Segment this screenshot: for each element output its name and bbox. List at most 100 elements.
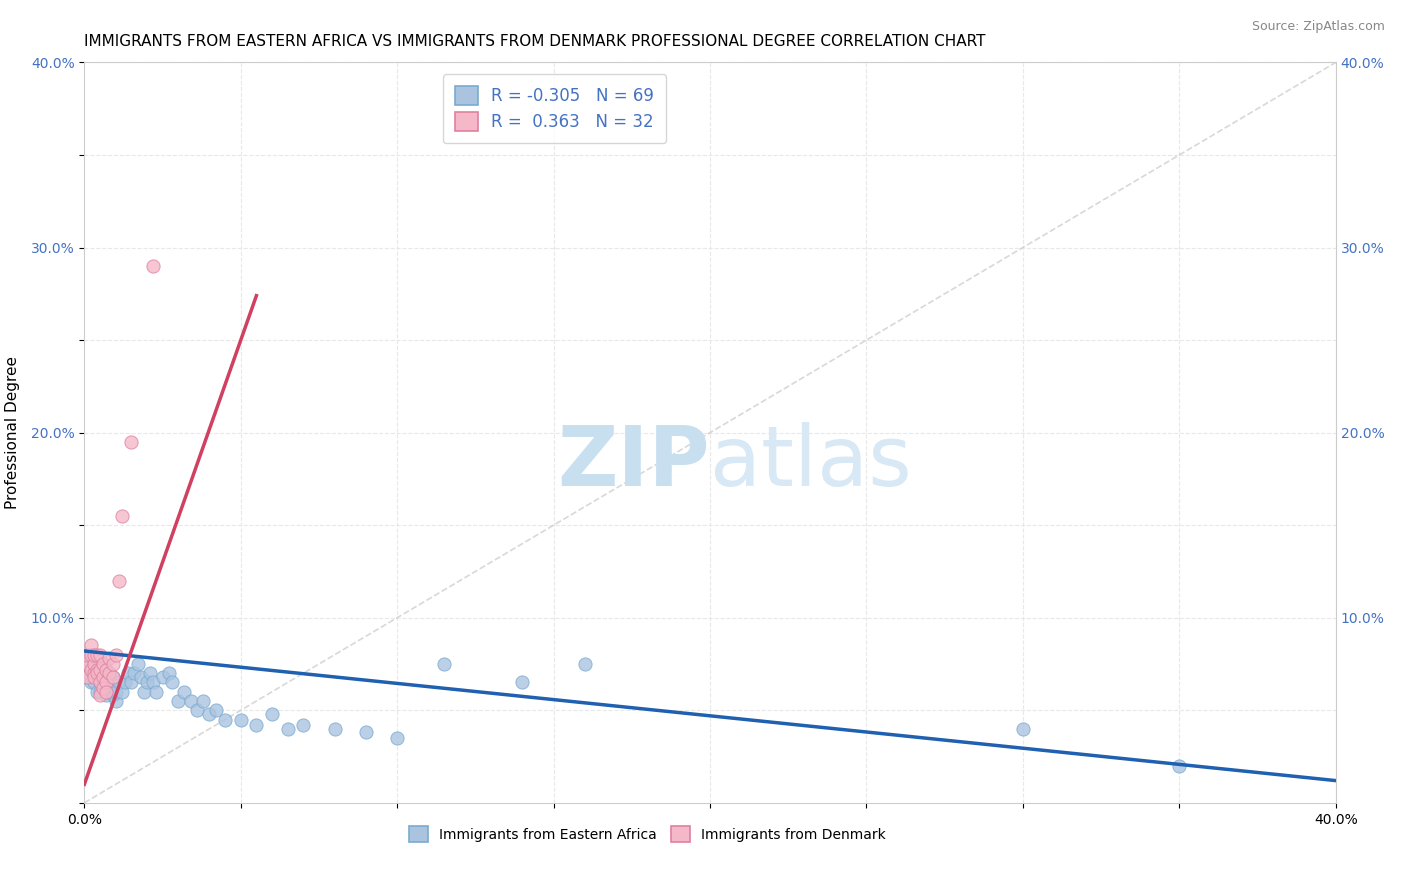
Point	[101, 670, 124, 684]
Point	[104, 685, 127, 699]
Point	[83, 675, 105, 690]
Text: atlas: atlas	[710, 422, 911, 503]
Point	[104, 694, 127, 708]
Point	[167, 694, 190, 708]
Point	[79, 663, 101, 677]
Y-axis label: Professional Degree: Professional Degree	[4, 356, 20, 509]
Point	[89, 666, 111, 681]
Point	[101, 681, 124, 695]
Point	[114, 675, 136, 690]
Point	[142, 259, 165, 273]
Point	[86, 657, 108, 671]
Point	[180, 694, 202, 708]
Point	[204, 703, 226, 717]
Point	[79, 648, 101, 662]
Point	[83, 657, 105, 671]
Point	[89, 675, 111, 690]
Point	[79, 648, 101, 662]
Point	[292, 718, 315, 732]
Point	[198, 706, 221, 721]
Point	[98, 666, 121, 681]
Point	[385, 731, 409, 745]
Point	[101, 657, 124, 671]
Point	[574, 657, 596, 671]
Point	[76, 657, 98, 671]
Point	[173, 685, 195, 699]
Point	[152, 670, 174, 684]
Point	[83, 657, 105, 671]
Point	[120, 675, 142, 690]
Point	[98, 651, 121, 665]
Point	[96, 689, 118, 703]
Point	[98, 666, 121, 681]
Point	[101, 670, 124, 684]
Point	[323, 722, 346, 736]
Point	[89, 648, 111, 662]
Point	[98, 685, 121, 699]
Point	[89, 657, 111, 671]
Point	[83, 648, 105, 662]
Point	[512, 675, 534, 690]
Point	[91, 681, 114, 695]
Point	[83, 670, 105, 684]
Point	[83, 648, 105, 662]
Point	[127, 657, 149, 671]
Point	[89, 689, 111, 703]
Point	[86, 685, 108, 699]
Point	[76, 670, 98, 684]
Point	[79, 639, 101, 653]
Text: IMMIGRANTS FROM EASTERN AFRICA VS IMMIGRANTS FROM DENMARK PROFESSIONAL DEGREE CO: IMMIGRANTS FROM EASTERN AFRICA VS IMMIGR…	[84, 34, 986, 49]
Legend: Immigrants from Eastern Africa, Immigrants from Denmark: Immigrants from Eastern Africa, Immigran…	[404, 821, 891, 847]
Point	[107, 675, 129, 690]
Point	[86, 670, 108, 684]
Point	[91, 670, 114, 684]
Point	[79, 663, 101, 677]
Point	[214, 713, 236, 727]
Point	[86, 663, 108, 677]
Text: Source: ZipAtlas.com: Source: ZipAtlas.com	[1251, 20, 1385, 33]
Point	[89, 675, 111, 690]
Point	[132, 685, 155, 699]
Point	[354, 725, 377, 739]
Point	[76, 648, 98, 662]
Point	[83, 666, 105, 681]
Point	[433, 657, 456, 671]
Point	[83, 666, 105, 681]
Point	[91, 675, 114, 690]
Point	[1012, 722, 1035, 736]
Point	[96, 663, 118, 677]
Point	[101, 689, 124, 703]
Point	[91, 657, 114, 671]
Point	[104, 648, 127, 662]
Point	[91, 666, 114, 681]
Point	[229, 713, 252, 727]
Point	[117, 666, 139, 681]
Point	[96, 681, 118, 695]
Point	[186, 703, 208, 717]
Text: ZIP: ZIP	[558, 422, 710, 503]
Point	[96, 675, 118, 690]
Point	[76, 657, 98, 671]
Point	[245, 718, 267, 732]
Point	[98, 675, 121, 690]
Point	[139, 666, 162, 681]
Point	[160, 675, 183, 690]
Point	[193, 694, 215, 708]
Point	[120, 434, 142, 449]
Point	[142, 675, 165, 690]
Point	[262, 706, 284, 721]
Point	[96, 685, 118, 699]
Point	[86, 666, 108, 681]
Point	[1168, 758, 1191, 772]
Point	[111, 685, 134, 699]
Point	[136, 675, 159, 690]
Point	[111, 508, 134, 523]
Point	[96, 670, 118, 684]
Point	[96, 663, 118, 677]
Point	[89, 685, 111, 699]
Point	[124, 666, 146, 681]
Point	[145, 685, 167, 699]
Point	[86, 666, 108, 681]
Point	[277, 722, 299, 736]
Point	[79, 675, 101, 690]
